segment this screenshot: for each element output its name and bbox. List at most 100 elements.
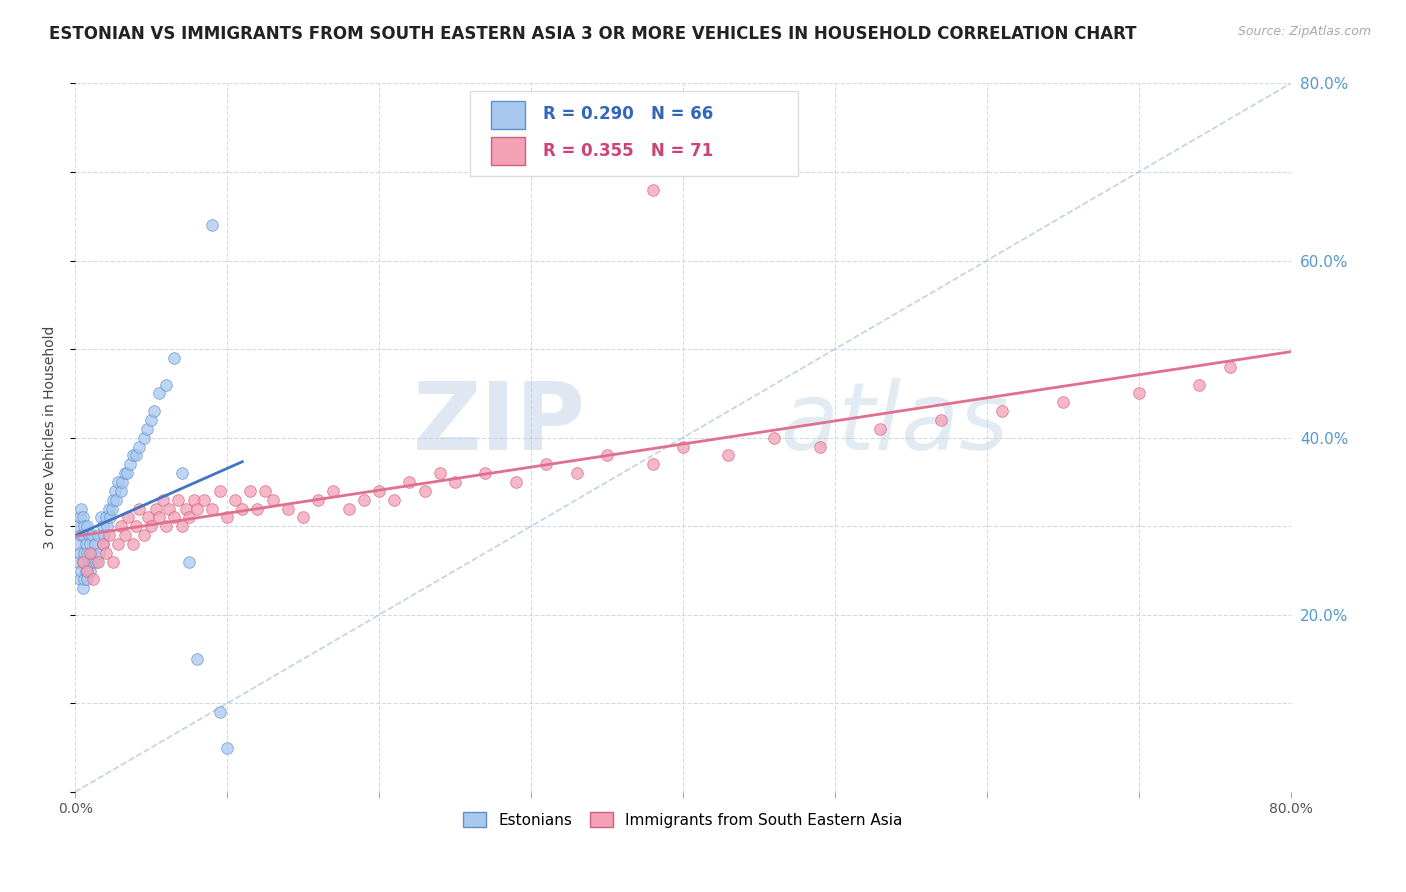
Point — [231, 501, 253, 516]
Point — [82, 573, 104, 587]
Point — [186, 652, 208, 666]
Point — [183, 492, 205, 507]
Point — [107, 537, 129, 551]
Point — [98, 510, 121, 524]
Point — [87, 555, 110, 569]
Point — [86, 555, 108, 569]
Point — [72, 510, 94, 524]
Point — [125, 449, 148, 463]
Point — [991, 404, 1014, 418]
Point — [76, 519, 98, 533]
Point — [239, 483, 262, 498]
Point — [534, 457, 557, 471]
Point — [672, 440, 695, 454]
Point — [70, 501, 93, 516]
Point — [307, 492, 329, 507]
Point — [115, 466, 138, 480]
Point — [1188, 377, 1211, 392]
Point — [107, 475, 129, 489]
Point — [72, 555, 94, 569]
Point — [217, 740, 239, 755]
Point — [125, 519, 148, 533]
Point — [72, 555, 94, 569]
Point — [73, 519, 96, 533]
Point — [93, 528, 115, 542]
Point — [122, 537, 145, 551]
Point — [152, 492, 174, 507]
Point — [105, 492, 128, 507]
Point — [91, 519, 114, 533]
Point — [132, 528, 155, 542]
Point — [157, 501, 180, 516]
Point — [132, 431, 155, 445]
Point — [474, 466, 496, 480]
Point — [122, 449, 145, 463]
Point — [262, 492, 284, 507]
Point — [87, 528, 110, 542]
Point — [70, 564, 93, 578]
Point — [1052, 395, 1074, 409]
Text: atlas: atlas — [780, 378, 1008, 469]
Point — [128, 440, 150, 454]
Point — [167, 492, 190, 507]
Point — [69, 546, 91, 560]
Point — [96, 519, 118, 533]
Point — [72, 581, 94, 595]
Point — [66, 537, 89, 551]
Point — [186, 501, 208, 516]
Text: R = 0.355   N = 71: R = 0.355 N = 71 — [543, 142, 713, 160]
Point — [201, 218, 224, 232]
Point — [139, 413, 162, 427]
Point — [104, 483, 127, 498]
Legend: Estonians, Immigrants from South Eastern Asia: Estonians, Immigrants from South Eastern… — [457, 805, 908, 834]
Point — [69, 510, 91, 524]
Point — [77, 555, 100, 569]
Point — [170, 519, 193, 533]
Point — [193, 492, 215, 507]
Point — [217, 510, 239, 524]
Point — [79, 546, 101, 560]
Point — [84, 537, 107, 551]
Bar — [491, 136, 524, 165]
Point — [322, 483, 344, 498]
Text: ZIP: ZIP — [413, 377, 586, 469]
Point — [246, 501, 269, 516]
Point — [69, 573, 91, 587]
Point — [79, 537, 101, 551]
Point — [398, 475, 420, 489]
Point — [94, 546, 117, 560]
Point — [80, 555, 103, 569]
Point — [163, 510, 186, 524]
Point — [89, 546, 111, 560]
Point — [79, 564, 101, 578]
Point — [292, 510, 315, 524]
Point — [413, 483, 436, 498]
Point — [179, 510, 201, 524]
Point — [77, 528, 100, 542]
Point — [337, 501, 360, 516]
Point — [145, 501, 167, 516]
Point — [67, 555, 90, 569]
Point — [67, 519, 90, 533]
Point — [148, 510, 170, 524]
Point — [94, 510, 117, 524]
Point — [208, 705, 231, 719]
Point — [224, 492, 246, 507]
Point — [869, 422, 891, 436]
Point — [128, 501, 150, 516]
Text: R = 0.290   N = 66: R = 0.290 N = 66 — [543, 105, 713, 123]
Point — [110, 519, 132, 533]
Point — [179, 555, 201, 569]
Point — [97, 528, 120, 542]
Point — [101, 492, 124, 507]
Point — [1128, 386, 1150, 401]
Text: ESTONIAN VS IMMIGRANTS FROM SOUTH EASTERN ASIA 3 OR MORE VEHICLES IN HOUSEHOLD C: ESTONIAN VS IMMIGRANTS FROM SOUTH EASTER… — [49, 25, 1136, 43]
Point — [444, 475, 467, 489]
Point — [163, 351, 186, 365]
Point — [76, 573, 98, 587]
Point — [565, 466, 588, 480]
Point — [80, 528, 103, 542]
Point — [208, 483, 231, 498]
Point — [641, 183, 664, 197]
Point — [135, 422, 157, 436]
